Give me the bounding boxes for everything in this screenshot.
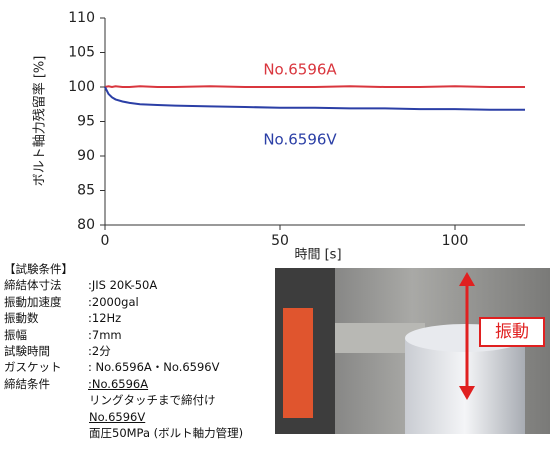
condition-value: :12Hz	[88, 310, 121, 326]
y-tick-label: 85	[77, 183, 95, 199]
condition-row: 振幅:7mm	[4, 327, 243, 343]
conditions-heading: 【試験条件】	[4, 261, 243, 277]
y-tick-label: 95	[77, 114, 95, 130]
condition-note: 面圧50MPa (ボルト軸力管理)	[4, 425, 243, 441]
condition-value: :7mm	[88, 327, 122, 343]
condition-label: 振動数	[4, 310, 88, 326]
condition-value: : No.6596A・No.6596V	[88, 359, 219, 375]
series-line	[105, 87, 525, 110]
condition-note: No.6596V	[4, 409, 243, 425]
condition-row: 振動数:12Hz	[4, 310, 243, 326]
series-line	[105, 86, 525, 87]
condition-label: 振幅	[4, 327, 88, 343]
page: ボルト軸力残留率 [%] 時間 [s] 80 85 90 95 100 105 110 0 50…	[0, 0, 555, 475]
condition-note: リングタッチまで締付け	[4, 392, 243, 408]
chart: ボルト軸力残留率 [%] 時間 [s] 80 85 90 95 100 105 110 0 50…	[0, 0, 555, 262]
series-label: No.6596V	[263, 130, 337, 148]
y-tick-label: 90	[77, 148, 95, 164]
vibration-label: 振動	[495, 322, 529, 342]
photo: 振動	[275, 268, 550, 434]
condition-row: 締結条件:No.6596A	[4, 376, 243, 392]
x-tick-label: 0	[101, 233, 110, 249]
condition-label: 締結体寸法	[4, 277, 88, 293]
condition-row: 締結体寸法:JIS 20K-50A	[4, 277, 243, 293]
x-tick-label: 100	[442, 233, 469, 249]
condition-label: 締結条件	[4, 376, 88, 392]
y-tick-label: 110	[68, 10, 95, 26]
y-tick-label: 105	[68, 45, 95, 61]
series-label: No.6596A	[263, 61, 337, 79]
condition-value: :JIS 20K-50A	[88, 277, 157, 293]
x-tick-label: 50	[271, 233, 289, 249]
condition-value: :2分	[88, 343, 111, 359]
y-axis-label: ボルト軸力残留率 [%]	[32, 56, 48, 187]
condition-value: :2000gal	[88, 294, 139, 310]
condition-value: :No.6596A	[88, 376, 148, 392]
y-tick-label: 80	[77, 217, 95, 233]
x-axis-label: 時間 [s]	[294, 248, 341, 263]
condition-label: 試験時間	[4, 343, 88, 359]
condition-row: 試験時間:2分	[4, 343, 243, 359]
condition-row: ガスケット: No.6596A・No.6596V	[4, 359, 243, 375]
y-tick-label: 100	[68, 79, 95, 95]
photo-red-object	[283, 308, 313, 418]
condition-row: 振動加速度:2000gal	[4, 294, 243, 310]
condition-label: 振動加速度	[4, 294, 88, 310]
condition-label: ガスケット	[4, 359, 88, 375]
